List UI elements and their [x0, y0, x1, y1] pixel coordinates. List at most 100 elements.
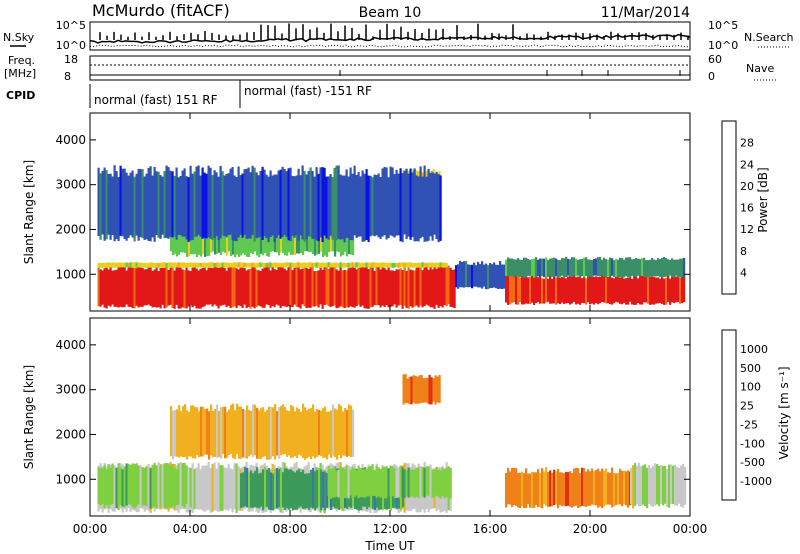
velocity-cell [192, 405, 195, 459]
power-cell [401, 262, 404, 268]
power-cell [613, 260, 616, 277]
power-cell [133, 267, 136, 309]
velocity-cell [141, 467, 144, 506]
velocity-cell [145, 466, 148, 506]
power-cell [359, 176, 362, 237]
power-cell [309, 267, 312, 308]
power-cell [325, 267, 328, 305]
velocity-cell [609, 472, 612, 505]
power-cell [195, 262, 198, 268]
power-cell [459, 260, 462, 288]
velocity-cell [199, 469, 202, 510]
power-cell [307, 268, 310, 308]
power-cell [311, 266, 314, 307]
power-cell [305, 263, 308, 268]
power-cell [187, 262, 190, 268]
power-cell [123, 265, 126, 308]
power-cell [387, 177, 390, 238]
velocity-cell [682, 463, 685, 508]
power-cell [297, 264, 300, 308]
velocity-cell [545, 467, 548, 506]
power-cell [301, 268, 304, 305]
power-cell [155, 265, 158, 308]
power-cell [191, 262, 194, 268]
velocity-cell [185, 465, 188, 504]
power-cell [349, 267, 352, 307]
velocity-colorbar-tick-label: 25 [740, 400, 754, 413]
velocity-x-axis [89, 318, 691, 516]
power-cell [263, 169, 266, 237]
power-cell [517, 275, 520, 305]
power-cell [97, 267, 100, 307]
power-cell [271, 266, 274, 307]
power-cell [227, 173, 230, 236]
power-cell [615, 276, 618, 302]
velocity-cell [178, 405, 181, 458]
velocity-cell [585, 471, 588, 507]
power-cell [359, 267, 362, 307]
power-cell [507, 257, 510, 277]
velocity-cell [638, 462, 641, 507]
velocity-cell [272, 473, 275, 511]
velocity-cell [290, 469, 293, 508]
power-cell [225, 270, 228, 308]
power-cell [169, 262, 172, 268]
velocity-cell [296, 470, 299, 510]
power-cell [645, 260, 648, 278]
velocity-cell [226, 411, 229, 458]
power-cell [181, 170, 184, 237]
power-cell [131, 170, 134, 238]
power-cell [153, 263, 156, 268]
power-cell [147, 264, 150, 305]
power-cell [129, 172, 132, 236]
power-panel: 1000 2000 3000 4000 [55, 112, 691, 312]
velocity-cell [642, 465, 645, 505]
power-cell [669, 278, 672, 305]
velocity-cell [573, 468, 576, 507]
power-cell [483, 264, 486, 287]
velocity-cell [215, 468, 218, 511]
power-cell [171, 265, 174, 308]
velocity-colorbar-tick-label: 100 [740, 381, 761, 394]
velocity-cell [233, 463, 236, 510]
power-cell [353, 267, 356, 308]
power-cell [521, 260, 524, 277]
power-colorbar-tick-label: 24 [740, 158, 754, 171]
power-cell [299, 269, 302, 309]
velocity-cell [605, 468, 608, 505]
velocity-cell [575, 467, 578, 506]
velocity-cell [650, 467, 653, 506]
power-cell [533, 277, 536, 305]
power-cell [287, 168, 290, 241]
power-cell [439, 266, 442, 307]
velocity-cell [135, 463, 138, 507]
power-cell [587, 259, 590, 278]
power-cell [207, 165, 210, 238]
power-cell [283, 169, 286, 235]
power-cell [289, 266, 292, 308]
power-cell [103, 167, 106, 241]
power-cell [107, 262, 110, 268]
velocity-cell [292, 471, 295, 511]
velocity-cell [632, 465, 635, 509]
power-cell [119, 165, 122, 236]
velocity-cell [270, 472, 273, 510]
power-cell [135, 173, 138, 236]
velocity-cell [541, 468, 544, 509]
power-cell [429, 265, 432, 308]
velocity-cell [597, 468, 600, 508]
velocity-cell [155, 465, 158, 509]
power-cell [331, 177, 334, 240]
power-cell [353, 263, 356, 268]
power-cell [541, 258, 544, 277]
velocity-cell [274, 468, 277, 510]
power-cell [639, 274, 642, 305]
velocity-cell [652, 465, 655, 507]
power-cell [357, 172, 360, 237]
power-cell [601, 274, 604, 302]
power-cell [147, 167, 150, 241]
power-cell [543, 258, 546, 278]
power-cell [177, 267, 180, 309]
power-cell [629, 275, 632, 302]
power-cell [351, 266, 354, 308]
